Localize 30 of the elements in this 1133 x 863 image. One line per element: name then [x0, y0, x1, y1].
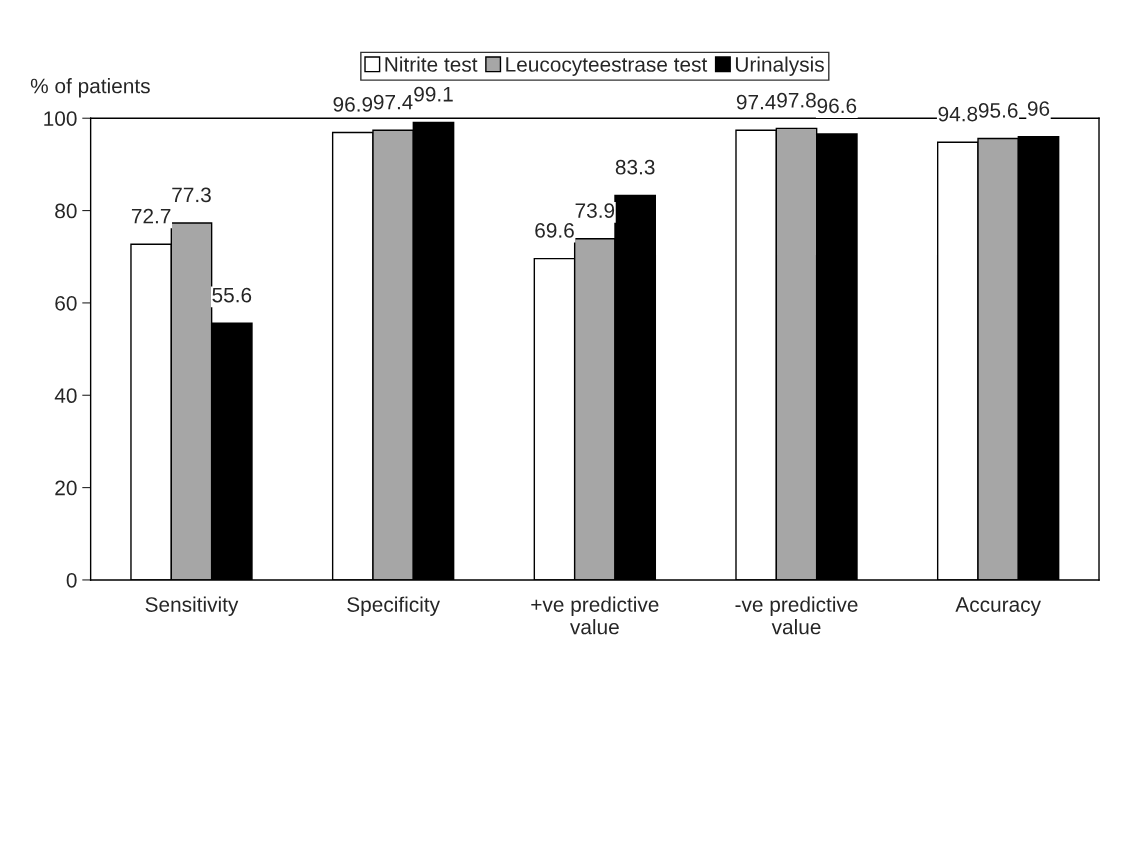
y-tick-label: 20: [55, 480, 77, 496]
x-tick-label: Sensitivity: [145, 596, 239, 617]
legend-label: Leucocyteestrase test: [506, 57, 708, 76]
y-tick-label: 80: [55, 203, 77, 219]
data-label: 55.6: [212, 287, 252, 303]
data-label: 97.8: [777, 92, 816, 108]
data-label: 72.7: [131, 208, 171, 224]
y-tick-label: 40: [54, 388, 77, 404]
legend-label: Urinalysis: [735, 56, 824, 76]
data-label: 96.6: [817, 98, 857, 114]
data-label: 99.1: [414, 86, 453, 102]
y-tick-label: 60: [55, 295, 77, 311]
y-axis-title: % of patients: [30, 78, 150, 98]
data-label: 83.3: [615, 159, 655, 175]
y-tick-label: 0: [66, 572, 77, 588]
data-label: 73.9: [575, 203, 615, 218]
x-tick-label: -ve predictive value: [735, 596, 858, 635]
data-label: 96.9: [333, 97, 373, 112]
x-tick-label: Specificity: [347, 596, 440, 617]
x-tick-label: Accuracy: [955, 597, 1041, 617]
data-label: 94.8: [938, 106, 978, 122]
data-label: 96: [1027, 101, 1050, 116]
data-label: 69.6: [535, 223, 574, 238]
y-tick-label: 100: [44, 111, 77, 126]
legend-label: Nitrite test: [385, 56, 478, 72]
x-tick-label: +ve predictive value: [531, 596, 659, 635]
data-label: 97.4: [736, 94, 776, 110]
data-label: 95.6: [978, 103, 1018, 118]
data-label: 77.3: [172, 187, 211, 203]
data-label: 97.4: [373, 94, 413, 110]
